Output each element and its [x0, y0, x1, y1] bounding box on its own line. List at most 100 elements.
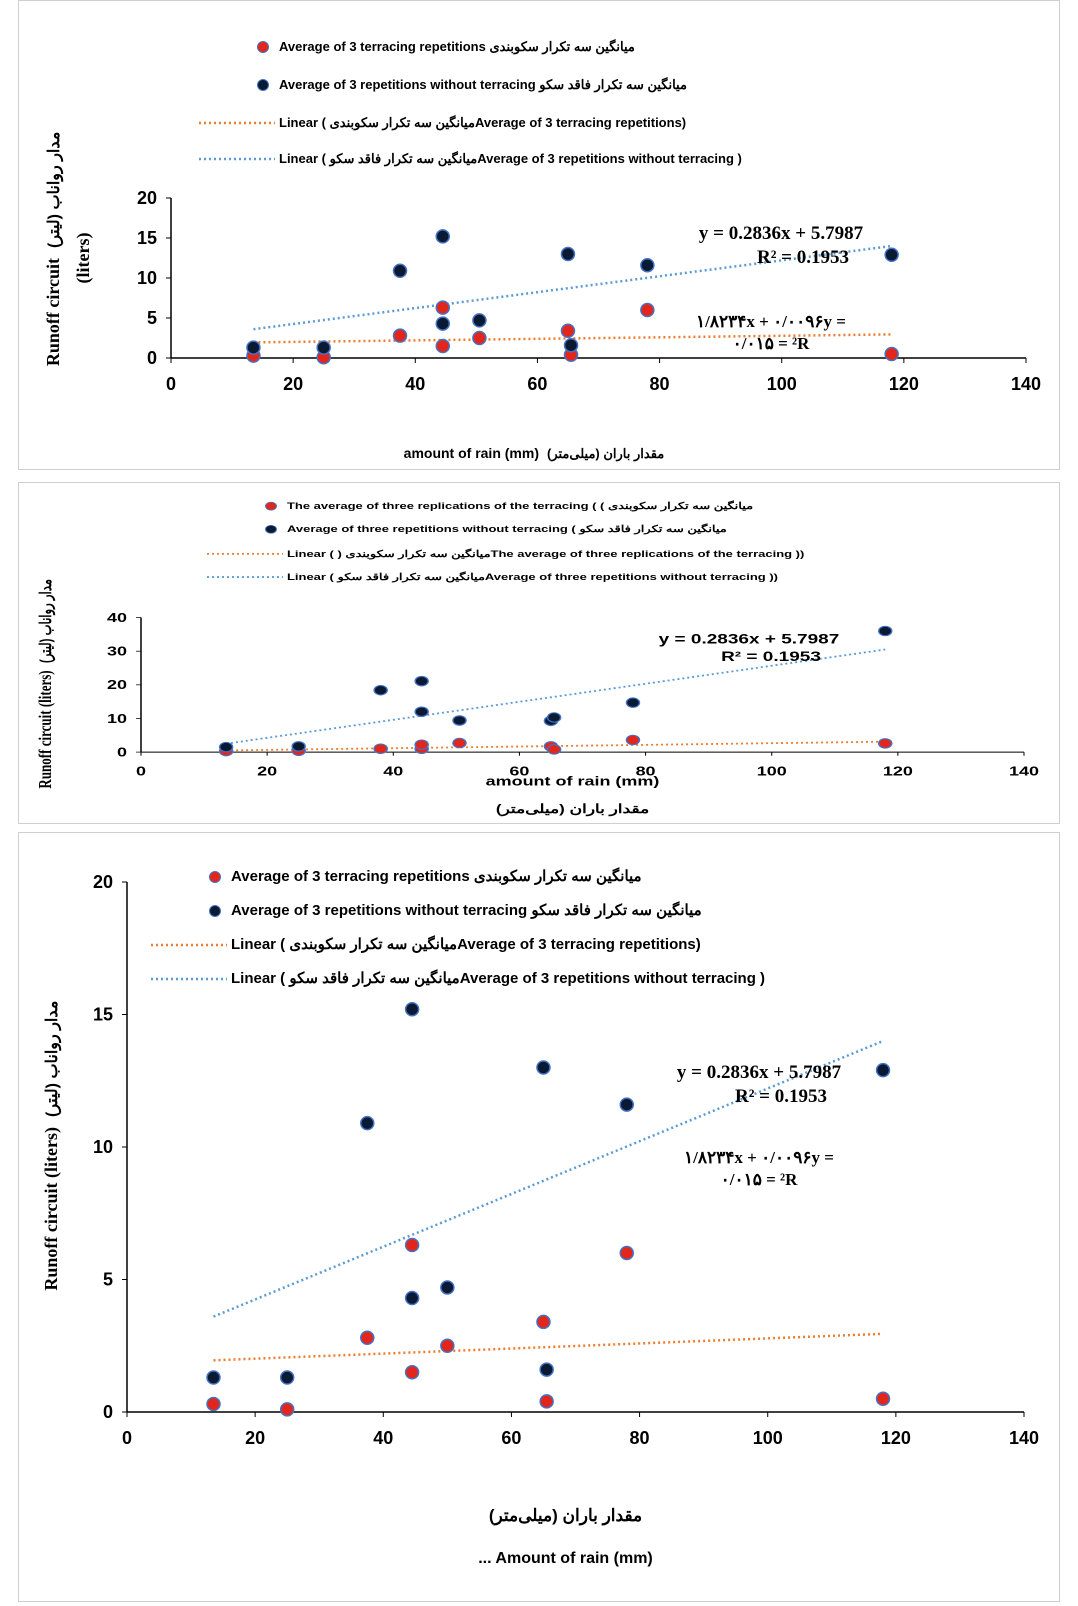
- legend-label-3: Linear ( میانگین سه تکرار سکوبندیAverage…: [231, 935, 701, 953]
- y-tick-label: 5: [103, 1270, 113, 1290]
- point-no-terracing: [619, 1097, 635, 1112]
- y-axis-label: Runoff circuit (liters): [36, 670, 55, 788]
- point-no-terracing: [435, 316, 451, 331]
- point-terracing: [560, 323, 576, 339]
- x-tick-label: 80: [650, 374, 670, 394]
- point-no-terracing: [316, 340, 331, 355]
- equation-no-terracing-2: R² = 0.1953: [735, 1086, 827, 1107]
- point-no-terracing: [206, 1370, 221, 1385]
- x-tick-label: 60: [501, 1428, 521, 1448]
- point-no-terracing: [291, 741, 306, 752]
- y-tick-label: 20: [93, 872, 113, 892]
- legend-label-3: Linear ( ) میانگین سه تکرار سکوبندیThe a…: [287, 548, 805, 560]
- legend-label-2: Average of three repetitions without ter…: [287, 523, 727, 535]
- x-tick-label: 100: [757, 764, 787, 778]
- y-tick-label: 0: [103, 1402, 113, 1422]
- point-no-terracing: [360, 1115, 375, 1131]
- legend-label-2: Average of 3 repetitions without terraci…: [231, 901, 702, 919]
- x-tick-label: 20: [245, 1428, 265, 1448]
- x-tick-label: 140: [1009, 1428, 1039, 1448]
- legend-marker-2: [265, 524, 277, 534]
- point-terracing: [625, 734, 641, 746]
- point-terracing: [875, 1391, 891, 1406]
- point-terracing: [440, 1338, 455, 1353]
- y-tick-label: 30: [107, 645, 127, 659]
- point-terracing: [373, 743, 388, 754]
- legend-marker-1: [209, 871, 221, 883]
- point-terracing: [452, 737, 467, 749]
- point-terracing: [435, 338, 451, 354]
- chart-panel-3: Average of 3 terracing repetitions میانگ…: [18, 832, 1060, 1602]
- chart-panel-1: Average of 3 terracing repetitions میانگ…: [18, 0, 1060, 470]
- point-terracing: [472, 330, 487, 346]
- y-tick-label: 0: [147, 348, 157, 368]
- point-terracing: [640, 302, 655, 318]
- x-tick-label: 120: [881, 1428, 911, 1448]
- y-axis-label-fa: مدار رواناب (لیتر): [46, 132, 64, 248]
- x-tick-label: 20: [257, 764, 277, 778]
- y-tick-label: 20: [137, 188, 157, 208]
- trendline-no-terracing: [213, 1039, 884, 1318]
- x-tick-label: 120: [883, 764, 913, 778]
- point-no-terracing: [625, 697, 641, 708]
- x-axis-label: amount of rain (mm): [486, 775, 660, 789]
- legend-label-4: Linear ( میانگین سه تکرار فاقد سکوAverag…: [279, 150, 742, 167]
- point-no-terracing: [563, 337, 579, 353]
- x-tick-label: 0: [122, 1428, 132, 1448]
- y-axis-label: Runoff circuit: [43, 258, 63, 366]
- point-terracing: [435, 300, 451, 315]
- y-tick-label: 10: [107, 712, 127, 726]
- y-axis-label-fa: مدار رواناب (لیتر): [44, 1001, 62, 1117]
- y-tick-label: 20: [107, 678, 127, 692]
- legend-label-1: Average of 3 terracing repetitions میانگ…: [231, 867, 642, 885]
- point-terracing: [404, 1237, 420, 1253]
- legend-marker-2: [257, 79, 269, 91]
- x-tick-label: 40: [373, 1428, 393, 1448]
- legend-label-3: Linear ( میانگین سه تکرار سکوبندیAverage…: [279, 114, 686, 131]
- y-axis-label-fa: مدار رواناب (لیتر): [36, 579, 55, 663]
- equation-no-terracing-1: y = 0.2836x + 5.7987: [659, 631, 840, 647]
- y-tick-label: 15: [93, 1005, 113, 1025]
- point-no-terracing: [877, 625, 893, 637]
- x-tick-label: 40: [383, 764, 403, 778]
- trendline-no-terracing: [253, 244, 892, 331]
- point-no-terracing: [452, 715, 467, 726]
- point-no-terracing: [435, 229, 451, 244]
- point-terracing: [360, 1330, 375, 1346]
- trendline-terracing: [253, 333, 892, 344]
- point-terracing: [414, 739, 429, 750]
- point-terracing: [546, 744, 562, 755]
- legend-marker-1: [265, 501, 277, 511]
- point-no-terracing: [536, 1060, 551, 1075]
- point-no-terracing: [440, 1280, 455, 1295]
- legend-label-4: Linear ( میانگین سه تکرار فاقد سکوAverag…: [287, 571, 778, 583]
- trendline-no-terracing: [225, 648, 886, 745]
- point-no-terracing: [218, 741, 234, 753]
- point-no-terracing: [560, 246, 576, 262]
- equation-no-terracing-1: y = 0.2836x + 5.7987: [677, 1062, 842, 1083]
- chart-svg-1: Average of 3 terracing repetitions میانگ…: [43, 38, 1041, 462]
- point-no-terracing: [539, 1362, 554, 1377]
- y-tick-label: 10: [137, 268, 157, 288]
- point-terracing: [536, 1314, 551, 1330]
- legend-marker-1: [257, 41, 269, 53]
- x-tick-label: 80: [636, 764, 656, 778]
- legend-label-1: The average of three replications of the…: [287, 500, 753, 512]
- x-tick-label: 140: [1011, 374, 1041, 394]
- point-terracing: [877, 738, 893, 749]
- point-no-terracing: [546, 712, 562, 723]
- chart-panel-2: The average of three replications of the…: [18, 482, 1060, 824]
- x-axis-label-secondary: مقدار باران (میلی‌متر): [496, 803, 649, 816]
- x-axis-label-secondary: مقدار باران (میلی‌متر): [547, 446, 664, 462]
- equation-terracing-2: ۰/۰۱۵ = ²R: [721, 1170, 799, 1189]
- chart-svg-3: Average of 3 terracing repetitions میانگ…: [41, 867, 1039, 1567]
- legend-label-4: Linear ( میانگین سه تکرار فاقد سکوAverag…: [231, 969, 765, 987]
- chart-svg-2: The average of three replications of the…: [36, 500, 1039, 816]
- point-no-terracing: [884, 247, 899, 263]
- point-no-terracing: [279, 1370, 295, 1385]
- point-no-terracing: [472, 313, 487, 328]
- x-tick-label: 100: [753, 1428, 783, 1448]
- x-tick-label: 60: [509, 764, 529, 778]
- y-tick-label: 10: [93, 1137, 113, 1157]
